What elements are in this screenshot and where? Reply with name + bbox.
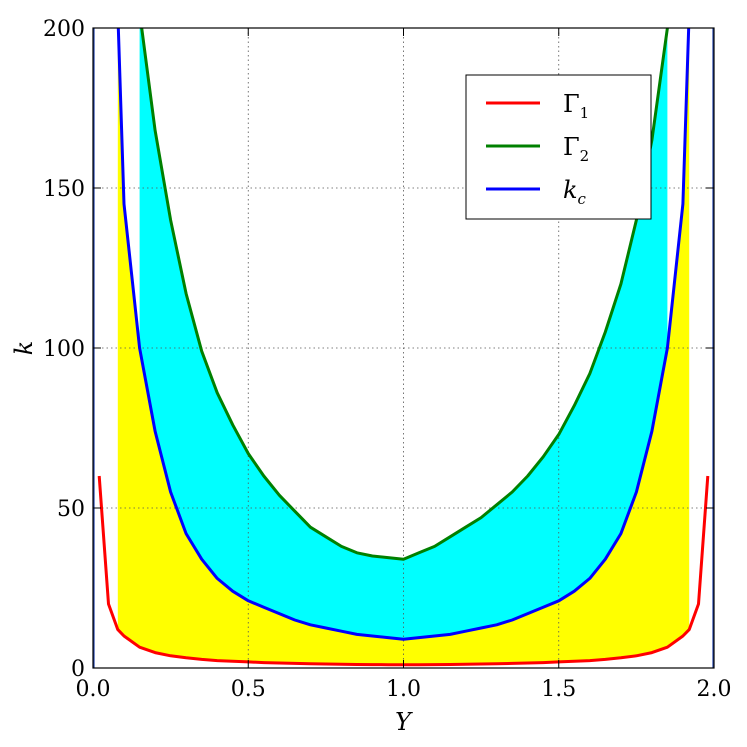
fill-gamma1-to-kc <box>117 28 690 665</box>
x-tick-label-1: 0.5 <box>231 677 266 702</box>
legend-label-Γ2: Γ2 <box>563 133 589 165</box>
x-tick-label-3: 1.5 <box>541 677 576 702</box>
y-tick-label-0: 0 <box>71 657 85 682</box>
x-tick-label-2: 1.0 <box>386 677 421 702</box>
x-tick-label-0: 0.0 <box>76 677 111 702</box>
legend-label-kc: kc <box>563 176 587 208</box>
tick-labels: 0.0 0.5 1.0 1.5 2.0 0 50 100 150 200 <box>43 17 732 702</box>
x-axis-label: Y <box>395 708 413 736</box>
y-axis-label: k <box>10 341 38 356</box>
grid-lines <box>93 28 714 668</box>
legend-label-Γ1: Γ1 <box>563 90 589 122</box>
y-tick-label-3: 150 <box>43 177 85 202</box>
series-line-Γ2 <box>140 28 669 561</box>
legend: Γ1 Γ2 kc <box>465 74 652 220</box>
series-line-kc <box>116 28 691 641</box>
x-tick-label-4: 2.0 <box>697 677 732 702</box>
y-tick-label-2: 100 <box>43 337 85 362</box>
y-tick-label-1: 50 <box>57 497 85 522</box>
axis-ticks <box>92 27 715 669</box>
y-tick-label-4: 200 <box>43 17 85 42</box>
